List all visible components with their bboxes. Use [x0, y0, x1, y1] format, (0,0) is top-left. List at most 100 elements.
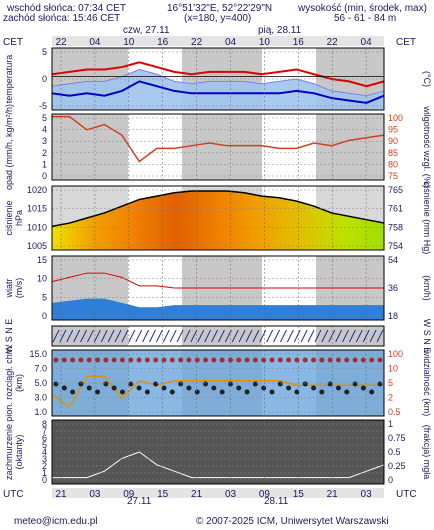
cloud-base-dot: [319, 389, 325, 395]
left-tick-label: 5: [42, 292, 47, 302]
coords-text: 16°51'32"E, 52°22'29"N: [167, 3, 273, 14]
panel-frame: [51, 349, 385, 417]
day-label-top-2: pią, 28.11: [258, 25, 302, 36]
bottom-tick-label: 15: [293, 489, 305, 500]
left-tick-label: 1015: [27, 204, 47, 214]
cloud-base-dot: [352, 381, 358, 387]
left-tick-label: 1005: [27, 241, 47, 251]
wind-gust-line: [51, 272, 384, 289]
cloud-top-dot: [169, 357, 175, 363]
top-tick-label: 16: [157, 37, 169, 48]
cloud-top-dot: [119, 357, 125, 363]
wind-arrow: [107, 329, 115, 343]
cloud-base-dot: [360, 385, 366, 391]
left-tick-label: 7.0: [34, 364, 47, 374]
cloud-base-dot: [311, 385, 317, 391]
cloud-base-dot: [136, 385, 142, 391]
fog-line: [52, 451, 385, 479]
wind-arrow: [280, 329, 287, 343]
cloud-top-dot: [236, 357, 242, 363]
footer-copyright: © 2007-2025 ICM, Uniwersytet Warszawski: [196, 516, 389, 527]
right-tick-label: 765: [388, 185, 403, 195]
wind-arrow: [355, 329, 363, 343]
right-tick-label: 0.5: [388, 447, 401, 457]
left-tick-label: 1: [42, 159, 47, 169]
left-tick-label: 0: [42, 171, 47, 181]
wind-arrow: [286, 329, 294, 343]
left-tick-label: 15: [37, 255, 47, 265]
wind-arrow: [273, 329, 281, 343]
cloud-top-dot: [344, 357, 350, 363]
wind-arrow: [217, 329, 225, 343]
cloud-base-dot: [335, 385, 341, 391]
panel-left-label-2: (km): [14, 374, 24, 392]
temperature-min-line: [51, 80, 385, 104]
bottom-time-strip: [52, 488, 384, 498]
cloud-base-dot: [244, 389, 250, 395]
night-shade: [316, 114, 384, 180]
panel-left-label-2: (m/s): [14, 278, 24, 299]
bottom-tick-label: 21: [191, 489, 203, 500]
right-tick-label: 758: [388, 222, 403, 232]
cloud-top-dot: [377, 357, 383, 363]
cloud-top-dot: [161, 357, 167, 363]
left-tick-label: 5: [42, 440, 47, 450]
right-tick-label: 36: [388, 283, 398, 293]
wind-arrow: [307, 329, 315, 343]
panel-left-label: W S N E: [4, 319, 14, 354]
top-tick-label: 04: [361, 37, 373, 48]
panel-right-label: (°C): [422, 71, 432, 87]
cloud-top-dot: [144, 357, 150, 363]
cloud-top-dot: [352, 357, 358, 363]
left-tick-label: 0: [42, 311, 47, 321]
top-tick-label: 22: [191, 37, 203, 48]
wind-arrow: [300, 329, 308, 343]
wind-arrow: [66, 329, 74, 343]
panel-left-label: zachmurzenie: [4, 424, 14, 480]
day-label-bottom-1: 27.11: [127, 496, 152, 505]
wind-arrow: [162, 329, 170, 343]
left-tick-label: 1020: [27, 185, 47, 195]
right-tick-label: 85: [388, 148, 398, 158]
cloud-base-dot: [369, 389, 375, 395]
right-tick-label: 18: [388, 311, 398, 321]
bottom-tick-label: 03: [361, 489, 373, 500]
wind-arrow: [259, 329, 267, 343]
timezone-bottom-left: UTC: [3, 489, 24, 500]
cloud-top-dot: [153, 357, 159, 363]
bottom-tick-label: 03: [89, 489, 101, 500]
cloud-top-dot: [136, 357, 142, 363]
wind-arrow: [183, 329, 191, 343]
cloud-top-dot: [53, 357, 59, 363]
cloud-base-dot: [78, 381, 84, 387]
night-shade: [316, 326, 384, 346]
cloud-base-dot: [211, 385, 217, 391]
left-tick-label: 7: [42, 426, 47, 436]
wind-arrow: [155, 329, 163, 343]
wind-arrow: [335, 329, 343, 343]
night-shade: [52, 114, 128, 180]
left-tick-label: 15.0: [29, 349, 47, 359]
wind-arrow: [293, 329, 301, 343]
right-tick-label: 0.5: [388, 407, 401, 417]
left-tick-label: 5: [42, 113, 47, 123]
temperature-max-line: [51, 61, 385, 88]
right-tick-label: 10: [388, 364, 398, 374]
cloud-base-dot: [302, 381, 308, 387]
panel-frame: [51, 255, 385, 321]
wind-arrow: [369, 329, 377, 343]
cloud-top-dot: [111, 357, 117, 363]
panel-left-label: ciśnienie: [4, 200, 14, 235]
bottom-tick-label: 09: [123, 489, 135, 500]
footer-email[interactable]: meteo@icm.edu.pl: [14, 516, 98, 527]
wind-arrow: [114, 329, 122, 343]
left-tick-label: 5.0: [34, 378, 47, 388]
cloud-base-dot: [269, 389, 275, 395]
wind-arrow: [149, 329, 156, 343]
left-tick-label: -5: [39, 101, 47, 111]
wind-arrow: [204, 329, 212, 343]
wind-arrow: [197, 329, 205, 343]
right-tick-label: 0.75: [388, 433, 406, 443]
cloud-base-dot: [219, 389, 225, 395]
wind-arrow: [314, 329, 322, 343]
